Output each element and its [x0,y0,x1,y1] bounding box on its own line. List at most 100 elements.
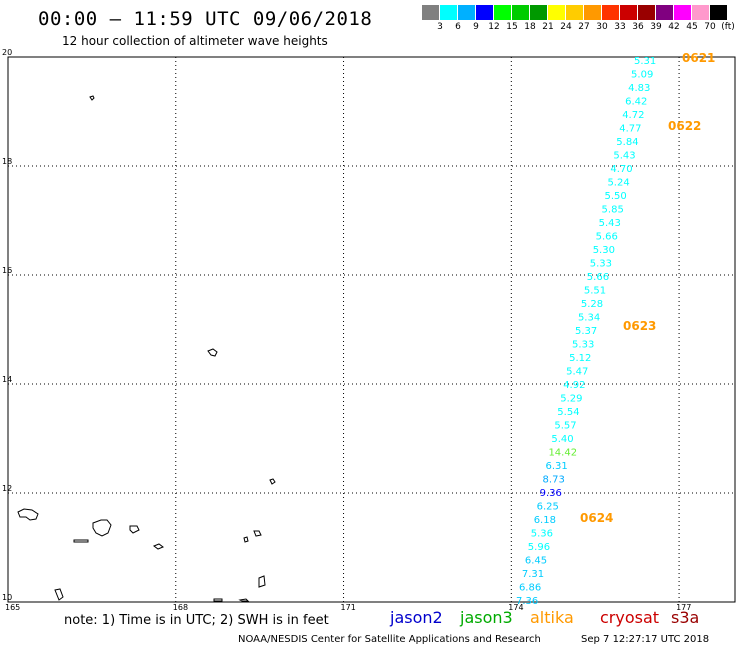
legend-label: 15 [506,22,518,32]
legend-label: 6 [455,22,461,32]
wave-height-label: 6.31 [546,461,568,472]
wave-height-label: 5.96 [528,542,550,553]
latitude-tick-label: 20 [2,48,12,57]
island-outline [129,525,140,534]
island-outline [269,478,276,485]
satellite-name-jason2: jason2 [390,608,443,627]
island-outline [73,539,89,543]
pass-id-label: 0623 [623,319,656,333]
longitude-tick-label: 177 [676,603,691,612]
legend-swatch [692,5,709,20]
satellite-name-altika: altika [530,608,574,627]
legend-label: 12 [488,22,500,32]
legend-label: 30 [596,22,608,32]
wave-height-label: 5.43 [613,151,635,162]
island-outline [207,348,218,357]
legend-label: (ft) [721,22,735,32]
island-outline [54,588,64,601]
longitude-tick-label: 174 [508,603,523,612]
wave-height-label: 4.83 [628,83,650,94]
wave-height-label: 5.47 [566,367,588,378]
island-outline [89,95,95,101]
island-outline [213,598,223,602]
latitude-tick-label: 14 [2,375,12,384]
wave-height-label: 7.31 [522,569,544,580]
island-outline [92,519,112,537]
legend-swatch [566,5,583,20]
legend-swatch [530,5,547,20]
wave-height-label: 5.12 [569,353,591,364]
legend-swatch [512,5,529,20]
wave-height-label: 5.30 [593,245,615,256]
legend-label: 21 [542,22,554,32]
map-title: 00:00 – 11:59 UTC 09/06/2018 [38,8,373,30]
legend-swatch [620,5,637,20]
legend-swatch [638,5,655,20]
legend-label: 24 [560,22,572,32]
legend-label: 39 [650,22,662,32]
wave-height-label: 5.57 [554,421,576,432]
wave-height-label: 5.36 [531,529,553,540]
pass-id-label: 0624 [580,511,613,525]
latitude-tick-label: 12 [2,484,12,493]
wave-height-label: 5.29 [560,394,582,405]
wave-height-label: 4.70 [610,164,632,175]
legend-swatch [476,5,493,20]
wave-height-label: 5.37 [575,326,597,337]
legend-swatch [494,5,511,20]
satellite-name-jason3: jason3 [460,608,513,627]
legend-label: 70 [704,22,716,32]
wave-height-label: 5.84 [616,137,638,148]
wave-height-label: 5.43 [599,218,621,229]
legend-swatch [602,5,619,20]
wave-height-label: 6.45 [525,556,547,567]
legend-swatch [584,5,601,20]
legend-label: 42 [668,22,680,32]
legend-swatch [674,5,691,20]
island-outline [17,508,39,521]
wave-height-label: 5.54 [557,407,579,418]
wave-height-label: 6.18 [534,515,556,526]
wave-height-label: 5.09 [631,70,653,81]
wave-height-label: 5.28 [581,299,603,310]
credit-line: NOAA/NESDIS Center for Satellite Applica… [238,634,541,645]
island-outline [238,598,250,602]
wave-height-label: 6.42 [625,97,647,108]
wave-height-label: 14.42 [548,448,577,459]
latitude-tick-label: 16 [2,266,12,275]
legend-label: 33 [614,22,626,32]
latitude-tick-label: 18 [2,157,12,166]
wave-height-label: 4.92 [563,380,585,391]
legend-swatch [458,5,475,20]
latitude-tick-label: 10 [2,593,12,602]
legend-swatch [710,5,727,20]
wave-height-label: 5.33 [590,259,612,270]
wave-height-label: 6.25 [537,502,559,513]
longitude-tick-label: 165 [5,603,20,612]
wave-height-label: 7.36 [516,596,538,607]
wave-height-label: 5.34 [578,313,600,324]
legend-swatch [440,5,457,20]
wave-height-label: 5.51 [584,286,606,297]
wave-height-label: 5.40 [551,434,573,445]
island-outline [253,530,262,537]
wave-height-label: 5.24 [607,178,629,189]
satellite-name-s3a: s3a [671,608,700,627]
pass-id-label: 0621 [682,51,715,65]
wave-height-label: 5.50 [605,191,627,202]
wave-height-label: 5.66 [587,272,609,283]
legend-label: 18 [524,22,536,32]
island-outline [243,536,249,543]
island-outline [258,575,266,588]
wave-height-label: 5.33 [572,340,594,351]
generation-timestamp: Sep 7 12:27:17 UTC 2018 [581,634,710,645]
legend-label: 3 [437,22,443,32]
longitude-tick-label: 168 [173,603,188,612]
legend-label: 9 [473,22,479,32]
wave-height-label: 4.77 [619,124,641,135]
wave-height-label: 5.31 [634,56,656,67]
legend-swatch [548,5,565,20]
wave-height-label: 8.73 [543,475,565,486]
wave-height-label: 9.36 [540,488,562,499]
